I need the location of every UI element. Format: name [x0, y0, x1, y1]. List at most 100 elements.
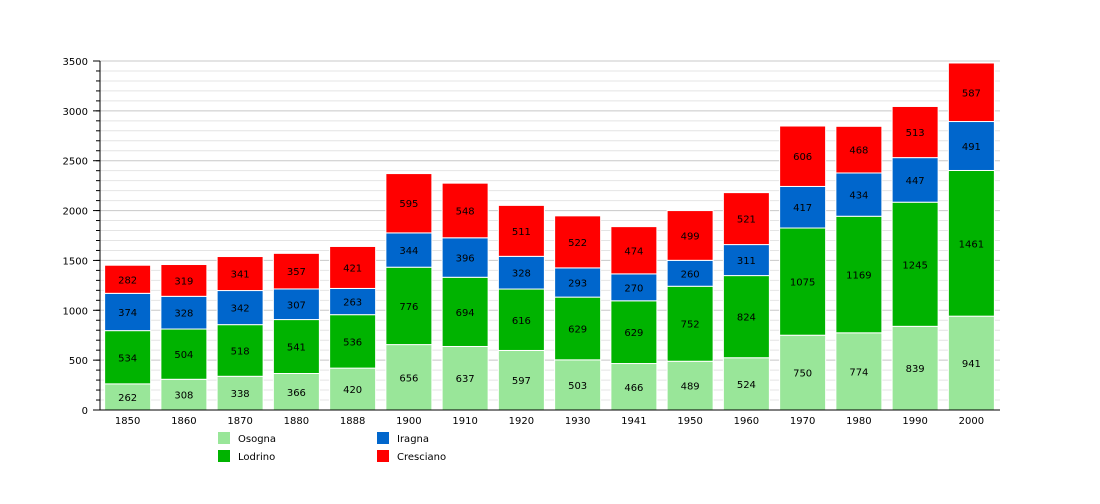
- bar-segment-cresciano: [666, 210, 714, 261]
- legend-swatch-osogna: [218, 432, 230, 444]
- x-tick-label: 1850: [115, 416, 140, 427]
- x-tick-label: 1941: [621, 416, 646, 427]
- legend: Osogna Lodrino Iragna Cresciano: [218, 432, 446, 463]
- y-tick-label: 500: [69, 356, 88, 367]
- data-label: 824: [737, 313, 756, 324]
- bar-segment-cresciano: [891, 105, 939, 159]
- bar-segment-osogna: [947, 315, 995, 411]
- bar-segment-cresciano: [329, 245, 377, 289]
- x-tick-label: 1950: [677, 416, 702, 427]
- data-label: 597: [512, 376, 531, 387]
- bar-segment-lodrino: [385, 266, 433, 346]
- bar-segment-cresciano: [385, 173, 433, 234]
- bar-segment-cresciano: [216, 256, 264, 292]
- data-label: 656: [399, 373, 418, 384]
- data-label: 357: [287, 267, 306, 278]
- data-label: 774: [849, 367, 868, 378]
- data-label: 941: [962, 359, 981, 370]
- data-label: 629: [624, 328, 643, 339]
- x-tick-label: 1960: [734, 416, 759, 427]
- data-label: 1461: [959, 239, 984, 250]
- bar-segment-cresciano: [104, 264, 152, 294]
- x-tick-label: 2000: [959, 416, 984, 427]
- data-label: 447: [906, 176, 925, 187]
- x-tick-label: 1990: [902, 416, 927, 427]
- data-label: 499: [681, 231, 700, 242]
- bar-segment-iragna: [554, 267, 602, 298]
- data-label: 521: [737, 215, 756, 226]
- data-label: 374: [118, 308, 137, 319]
- bar-segment-osogna: [272, 373, 320, 411]
- data-label: 513: [906, 128, 925, 139]
- data-label: 342: [231, 304, 250, 315]
- bar-segment-lodrino: [722, 275, 770, 359]
- data-label: 776: [399, 302, 418, 313]
- bar-segment-osogna: [385, 344, 433, 411]
- bar-segment-lodrino: [610, 300, 658, 365]
- data-label: 616: [512, 316, 531, 327]
- data-label: 434: [849, 191, 868, 202]
- bar-segment-lodrino: [891, 201, 939, 327]
- data-label: 328: [512, 269, 531, 280]
- bar-segment-lodrino: [554, 296, 602, 361]
- data-label: 541: [287, 343, 306, 354]
- data-label: 1169: [846, 271, 871, 282]
- bar-segment-lodrino: [329, 314, 377, 369]
- data-label: 637: [456, 374, 475, 385]
- data-label: 417: [793, 203, 812, 214]
- data-label: 489: [681, 382, 700, 393]
- data-label: 344: [399, 246, 418, 257]
- bar-segment-cresciano: [947, 62, 995, 123]
- bar-segment-osogna: [722, 357, 770, 411]
- data-label: 396: [456, 254, 475, 265]
- data-label: 1245: [902, 260, 927, 271]
- data-label: 282: [118, 275, 137, 286]
- data-label: 534: [118, 353, 137, 364]
- data-label: 536: [343, 337, 362, 348]
- data-label: 629: [568, 324, 587, 335]
- bar-segment-iragna: [329, 287, 377, 316]
- y-tick-label: 2000: [63, 207, 88, 218]
- bar-segment-iragna: [104, 292, 152, 332]
- data-label: 522: [568, 238, 587, 249]
- y-tick-label: 1500: [63, 256, 88, 267]
- data-label: 307: [287, 300, 306, 311]
- data-label: 262: [118, 393, 137, 404]
- bar-segment-iragna: [441, 237, 489, 278]
- bar-segment-iragna: [722, 244, 770, 277]
- data-label: 468: [849, 146, 868, 157]
- data-label: 548: [456, 206, 475, 217]
- x-tick-label: 1880: [284, 416, 309, 427]
- bar-segment-cresciano: [722, 192, 770, 246]
- x-tick-label: 1870: [227, 416, 252, 427]
- legend-label: Lodrino: [238, 452, 275, 463]
- data-label: 503: [568, 381, 587, 392]
- data-label: 366: [287, 388, 306, 399]
- bar-segment-osogna: [216, 375, 264, 411]
- y-tick-label: 3500: [63, 57, 88, 68]
- bar-segment-osogna: [891, 325, 939, 411]
- x-tick-label: 1888: [340, 416, 365, 427]
- y-tick-label: 2500: [63, 157, 88, 168]
- y-tick-label: 3000: [63, 107, 88, 118]
- bar-segment-lodrino: [104, 330, 152, 385]
- bar-segment-iragna: [779, 185, 827, 229]
- data-label: 319: [174, 276, 193, 287]
- data-label: 311: [737, 256, 756, 267]
- data-label: 263: [343, 298, 362, 309]
- x-tick-label: 1860: [171, 416, 196, 427]
- legend-swatch-cresciano: [377, 450, 389, 462]
- bar-segment-cresciano: [272, 252, 320, 290]
- data-label: 587: [962, 88, 981, 99]
- bar-segment-cresciano: [610, 226, 658, 275]
- bar-segment-iragna: [891, 157, 939, 203]
- bar-segment-osogna: [497, 349, 545, 411]
- data-label: 341: [231, 270, 250, 281]
- data-label: 1075: [790, 278, 815, 289]
- bar-segment-iragna: [666, 259, 714, 287]
- x-tick-label: 1900: [396, 416, 421, 427]
- data-label: 338: [231, 389, 250, 400]
- data-label: 328: [174, 309, 193, 320]
- y-tick-label: 1000: [63, 306, 88, 317]
